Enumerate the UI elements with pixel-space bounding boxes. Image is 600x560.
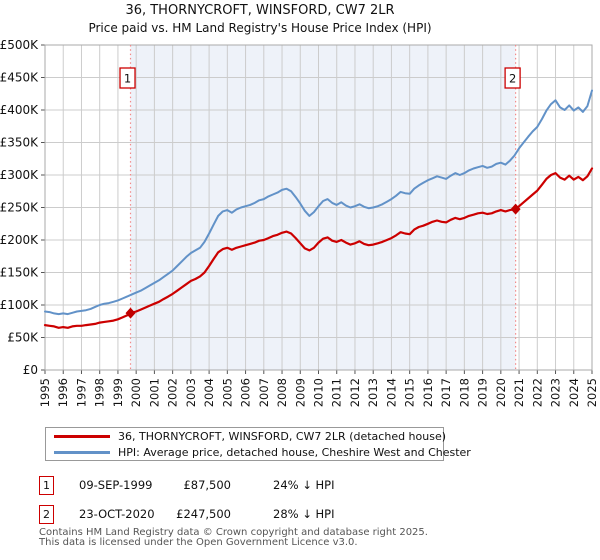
price-chart: £0 £50K £100K £150K £200K £250K £300K £350K £400… bbox=[0, 38, 599, 407]
x-tick-label: 2008 bbox=[275, 378, 289, 407]
plot-border bbox=[44, 44, 593, 371]
x-tick-label: 1995 bbox=[38, 378, 52, 407]
y-tick-label: £150K bbox=[0, 266, 39, 280]
legend-row-hpi: HPI: Average price, detached house, Ches… bbox=[46, 445, 471, 459]
x-tick-label: 2025 bbox=[585, 378, 599, 407]
x-tick-label: 2017 bbox=[439, 378, 453, 407]
x-tick-label: 2006 bbox=[239, 378, 253, 407]
transaction-2-hpi-delta: 28% ↓ HPI bbox=[273, 507, 335, 521]
y-tick-label: £450K bbox=[0, 71, 39, 85]
x-tick-label: 2010 bbox=[312, 378, 326, 407]
y-tick-label: £100K bbox=[0, 298, 39, 312]
x-tick-label: 1996 bbox=[56, 378, 70, 407]
x-tick-label: 2013 bbox=[366, 378, 380, 407]
transaction-1-price: £87,500 bbox=[183, 478, 231, 492]
license-footer: Contains HM Land Registry data © Crown c… bbox=[39, 528, 428, 548]
x-tick-label: 1997 bbox=[74, 378, 88, 407]
transaction-row-1: 1 09-SEP-1999 £87,500 24% ↓ HPI bbox=[0, 475, 600, 495]
x-tick-label: 2016 bbox=[421, 378, 435, 407]
y-tick-label: £250K bbox=[0, 201, 39, 215]
x-tick-label: 2020 bbox=[494, 378, 508, 407]
sale-marker-number-1: 1 bbox=[124, 72, 131, 86]
price-paid-line bbox=[43, 167, 594, 329]
y-tick-label: £400K bbox=[0, 103, 39, 117]
transaction-row-2: 2 23-OCT-2020 £247,500 28% ↓ HPI bbox=[0, 504, 600, 524]
x-tick-label: 1998 bbox=[93, 378, 107, 407]
x-tick-label: 2003 bbox=[184, 378, 198, 407]
transaction-1-hpi-delta: 24% ↓ HPI bbox=[273, 478, 335, 492]
license-line-2: This data is licensed under the Open Gov… bbox=[39, 536, 358, 548]
x-tick-label: 2015 bbox=[403, 378, 417, 407]
x-tick-label: 2019 bbox=[476, 378, 490, 407]
sale-marker-box-1 bbox=[119, 67, 136, 89]
x-tick-label: 2005 bbox=[220, 378, 234, 407]
x-tick-label: 2012 bbox=[348, 378, 362, 407]
transaction-2-date: 23-OCT-2020 bbox=[79, 507, 155, 521]
x-tick-label: 2024 bbox=[567, 378, 581, 407]
license-line-1: Contains HM Land Registry data © Crown c… bbox=[39, 527, 428, 538]
y-tick-label: £0 bbox=[23, 363, 38, 377]
x-tick-label: 2009 bbox=[293, 378, 307, 407]
x-tick-label: 1999 bbox=[111, 378, 125, 407]
transaction-1-date: 09-SEP-1999 bbox=[79, 478, 153, 492]
legend-row-price-paid: 36, THORNYCROFT, WINSFORD, CW7 2LR (deta… bbox=[46, 429, 447, 443]
y-tick-label: £300K bbox=[0, 168, 39, 182]
y-tick-label: £200K bbox=[0, 233, 39, 247]
sale-marker-number-2: 2 bbox=[509, 72, 516, 86]
x-tick-label: 2021 bbox=[512, 378, 526, 407]
page-title: 36, THORNYCROFT, WINSFORD, CW7 2LR bbox=[125, 3, 395, 18]
y-tick-label: £350K bbox=[0, 136, 39, 150]
transaction-2-price: £247,500 bbox=[176, 507, 231, 521]
x-tick-label: 2004 bbox=[202, 378, 216, 407]
transaction-1-marker: 1 bbox=[39, 476, 54, 495]
x-tick-label: 2011 bbox=[330, 378, 344, 407]
transaction-2-marker: 2 bbox=[39, 505, 54, 524]
sale-marker-box-2 bbox=[504, 67, 521, 89]
page-subtitle: Price paid vs. HM Land Registry's House … bbox=[88, 21, 432, 35]
hpi-line-swatch bbox=[54, 450, 110, 454]
legend-label-price-paid: 36, THORNYCROFT, WINSFORD, CW7 2LR (deta… bbox=[118, 429, 447, 443]
legend: 36, THORNYCROFT, WINSFORD, CW7 2LR (deta… bbox=[45, 427, 471, 461]
x-tick-label: 2018 bbox=[457, 378, 471, 407]
x-tick-label: 2023 bbox=[549, 378, 563, 407]
y-tick-label: £500K bbox=[0, 38, 39, 52]
x-tick-label: 2022 bbox=[530, 378, 544, 407]
x-tick-label: 2000 bbox=[129, 378, 143, 407]
x-tick-label: 2001 bbox=[147, 378, 161, 407]
x-tick-label: 2007 bbox=[257, 378, 271, 407]
sale-point-diamond-1 bbox=[125, 307, 136, 319]
legend-label-hpi: HPI: Average price, detached house, Ches… bbox=[118, 445, 471, 459]
price-paid-line-swatch bbox=[54, 434, 110, 438]
x-tick-label: 2002 bbox=[166, 378, 180, 407]
hpi-line bbox=[44, 89, 593, 316]
x-tick-label: 2014 bbox=[384, 378, 398, 407]
sale-point-diamond-2 bbox=[510, 203, 521, 215]
y-tick-label: £50K bbox=[7, 331, 39, 345]
